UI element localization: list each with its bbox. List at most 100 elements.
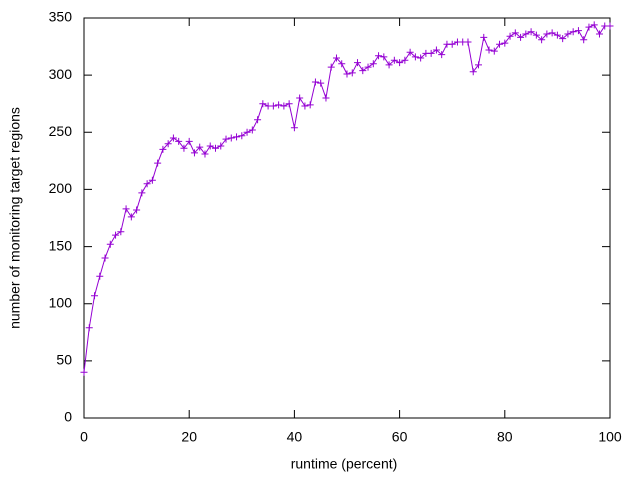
point-marker bbox=[390, 56, 398, 64]
point-marker bbox=[112, 231, 120, 239]
y-tick-label: 300 bbox=[49, 66, 73, 82]
point-marker bbox=[359, 67, 367, 75]
point-marker bbox=[506, 32, 514, 40]
plot-border bbox=[83, 17, 611, 419]
point-marker bbox=[311, 78, 319, 86]
point-marker bbox=[138, 189, 146, 197]
point-marker bbox=[317, 79, 325, 87]
point-marker bbox=[80, 368, 88, 376]
point-marker bbox=[169, 134, 177, 142]
point-marker bbox=[343, 70, 351, 78]
point-marker bbox=[464, 38, 472, 46]
point-marker bbox=[269, 102, 277, 110]
y-tick-label: 250 bbox=[49, 123, 73, 139]
point-marker bbox=[159, 145, 167, 153]
x-tick-label: 60 bbox=[392, 429, 408, 445]
y-axis-label: number of monitoring target regions bbox=[7, 107, 23, 329]
point-marker bbox=[96, 272, 104, 280]
point-marker bbox=[238, 132, 246, 140]
point-marker bbox=[127, 213, 135, 221]
point-marker bbox=[348, 69, 356, 77]
point-marker bbox=[569, 28, 577, 36]
point-marker bbox=[322, 94, 330, 102]
point-marker bbox=[406, 48, 414, 56]
point-marker bbox=[332, 54, 340, 62]
point-marker bbox=[254, 116, 262, 124]
point-marker bbox=[380, 53, 388, 61]
point-marker bbox=[201, 150, 209, 158]
point-marker bbox=[185, 137, 193, 145]
point-marker bbox=[85, 324, 93, 332]
point-marker bbox=[301, 102, 309, 110]
point-marker bbox=[448, 40, 456, 48]
point-marker bbox=[564, 30, 572, 38]
x-tick-label: 20 bbox=[181, 429, 197, 445]
point-marker bbox=[275, 101, 283, 109]
point-marker bbox=[538, 36, 546, 44]
x-axis-label: runtime (percent) bbox=[291, 456, 398, 472]
point-marker bbox=[553, 31, 561, 39]
point-marker bbox=[217, 142, 225, 150]
point-marker bbox=[606, 22, 614, 30]
x-tick-label: 40 bbox=[287, 429, 303, 445]
point-marker bbox=[206, 142, 214, 150]
point-marker bbox=[574, 27, 582, 35]
point-marker bbox=[190, 149, 198, 157]
y-tick-label: 150 bbox=[49, 237, 73, 253]
point-marker bbox=[511, 29, 519, 37]
point-marker bbox=[485, 46, 493, 54]
point-marker bbox=[401, 56, 409, 64]
point-marker bbox=[164, 140, 172, 148]
point-marker bbox=[296, 94, 304, 102]
point-marker bbox=[532, 31, 540, 39]
point-marker bbox=[227, 134, 235, 142]
point-marker bbox=[417, 54, 425, 62]
point-marker bbox=[580, 36, 588, 44]
point-marker bbox=[148, 176, 156, 184]
point-marker bbox=[543, 30, 551, 38]
point-marker bbox=[548, 29, 556, 37]
point-marker bbox=[369, 60, 377, 68]
point-marker bbox=[590, 21, 598, 29]
point-marker bbox=[480, 33, 488, 41]
point-marker bbox=[427, 49, 435, 57]
point-marker bbox=[122, 205, 130, 213]
y-tick-label: 0 bbox=[64, 409, 72, 425]
y-tick-label: 50 bbox=[56, 352, 72, 368]
point-marker bbox=[438, 51, 446, 59]
point-marker bbox=[290, 124, 298, 132]
x-tick-label: 100 bbox=[598, 429, 622, 445]
point-marker bbox=[469, 68, 477, 76]
point-marker bbox=[411, 53, 419, 61]
point-marker bbox=[475, 61, 482, 69]
point-marker bbox=[527, 28, 535, 36]
point-marker bbox=[133, 206, 141, 214]
point-marker bbox=[91, 292, 99, 300]
point-marker bbox=[385, 61, 393, 69]
point-marker bbox=[517, 33, 525, 41]
y-tick-label: 100 bbox=[49, 294, 73, 310]
point-marker bbox=[175, 137, 183, 145]
point-marker bbox=[396, 59, 404, 67]
point-marker bbox=[585, 23, 593, 31]
point-marker bbox=[354, 59, 362, 67]
point-marker bbox=[143, 180, 151, 188]
point-marker bbox=[306, 101, 314, 109]
point-marker bbox=[338, 60, 346, 68]
point-marker bbox=[233, 133, 241, 141]
point-marker bbox=[117, 228, 125, 236]
x-tick-label: 0 bbox=[80, 429, 88, 445]
point-marker bbox=[101, 254, 109, 262]
point-marker bbox=[490, 47, 498, 55]
point-marker bbox=[196, 143, 204, 151]
point-marker bbox=[522, 30, 530, 38]
point-marker bbox=[559, 35, 567, 43]
point-marker bbox=[243, 128, 251, 136]
point-marker bbox=[375, 52, 383, 60]
point-marker bbox=[595, 30, 603, 38]
point-marker bbox=[364, 63, 372, 71]
y-tick-label: 350 bbox=[49, 9, 73, 25]
y-tick-label: 200 bbox=[49, 180, 73, 196]
